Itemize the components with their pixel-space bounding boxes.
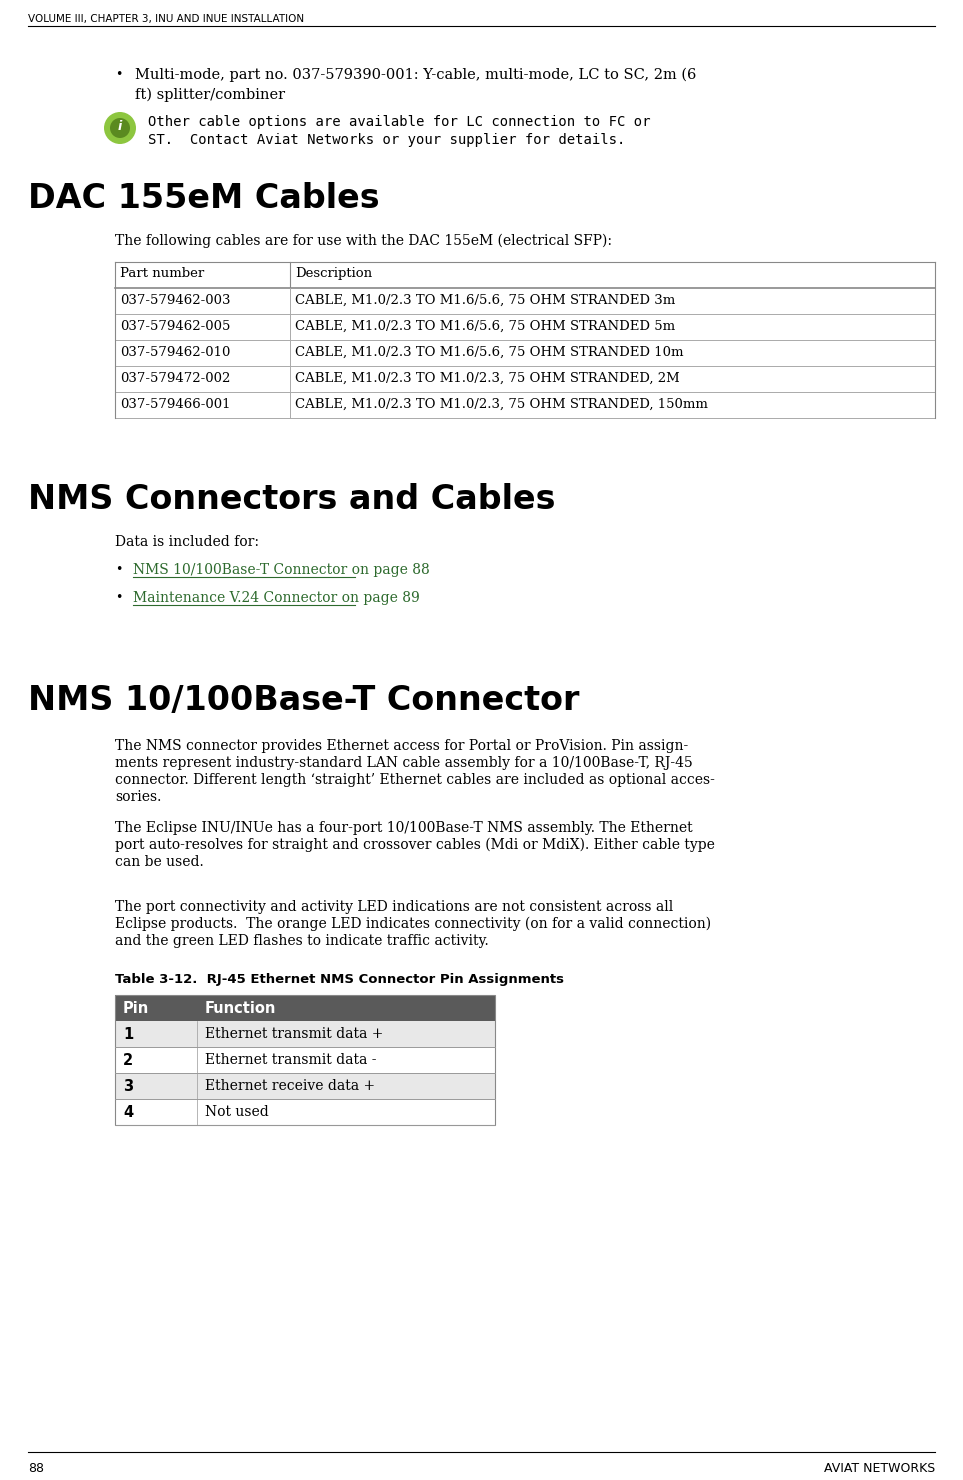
Text: NMS Connectors and Cables: NMS Connectors and Cables (28, 482, 556, 517)
Text: Ethernet transmit data +: Ethernet transmit data + (205, 1027, 383, 1040)
Text: Ethernet receive data +: Ethernet receive data + (205, 1079, 376, 1094)
Text: NMS 10/100Base-T Connector on page 88: NMS 10/100Base-T Connector on page 88 (133, 562, 429, 577)
Text: Data is included for:: Data is included for: (115, 534, 259, 549)
Text: VOLUME III, CHAPTER 3, INU AND INUE INSTALLATION: VOLUME III, CHAPTER 3, INU AND INUE INST… (28, 13, 304, 24)
FancyBboxPatch shape (115, 995, 495, 1021)
FancyBboxPatch shape (115, 1100, 495, 1125)
Text: CABLE, M1.0/2.3 TO M1.6/5.6, 75 OHM STRANDED 3m: CABLE, M1.0/2.3 TO M1.6/5.6, 75 OHM STRA… (295, 295, 675, 306)
Text: AVIAT NETWORKS: AVIAT NETWORKS (823, 1462, 935, 1476)
Text: 037-579472-002: 037-579472-002 (120, 371, 230, 385)
Text: ft) splitter/combiner: ft) splitter/combiner (135, 87, 285, 102)
Text: ments represent industry-standard LAN cable assembly for a 10/100Base-T, RJ-45: ments represent industry-standard LAN ca… (115, 756, 692, 770)
Text: Description: Description (295, 266, 372, 280)
Text: 4: 4 (123, 1106, 133, 1120)
Text: Maintenance V.24 Connector on page 89: Maintenance V.24 Connector on page 89 (133, 591, 420, 605)
Circle shape (104, 112, 136, 144)
Text: 1: 1 (123, 1027, 133, 1042)
Text: CABLE, M1.0/2.3 TO M1.6/5.6, 75 OHM STRANDED 5m: CABLE, M1.0/2.3 TO M1.6/5.6, 75 OHM STRA… (295, 320, 675, 333)
Text: CABLE, M1.0/2.3 TO M1.0/2.3, 75 OHM STRANDED, 2M: CABLE, M1.0/2.3 TO M1.0/2.3, 75 OHM STRA… (295, 371, 680, 385)
Text: port auto-resolves for straight and crossover cables (Mdi or MdiX). Either cable: port auto-resolves for straight and cros… (115, 838, 715, 852)
FancyBboxPatch shape (115, 1073, 495, 1100)
Text: CABLE, M1.0/2.3 TO M1.0/2.3, 75 OHM STRANDED, 150mm: CABLE, M1.0/2.3 TO M1.0/2.3, 75 OHM STRA… (295, 398, 708, 411)
Text: Other cable options are available for LC connection to FC or: Other cable options are available for LC… (148, 115, 650, 129)
Text: i: i (117, 120, 122, 133)
Circle shape (110, 118, 130, 138)
Text: Multi-mode, part no. 037-579390-001: Y-cable, multi-mode, LC to SC, 2m (6: Multi-mode, part no. 037-579390-001: Y-c… (135, 68, 696, 83)
Text: connector. Different length ‘straight’ Ethernet cables are included as optional : connector. Different length ‘straight’ E… (115, 773, 715, 787)
Text: •: • (115, 68, 122, 81)
Text: DAC 155eM Cables: DAC 155eM Cables (28, 182, 379, 215)
FancyBboxPatch shape (115, 1021, 495, 1046)
Text: Not used: Not used (205, 1106, 269, 1119)
Text: Table 3-12.  RJ-45 Ethernet NMS Connector Pin Assignments: Table 3-12. RJ-45 Ethernet NMS Connector… (115, 972, 564, 986)
Text: Ethernet transmit data -: Ethernet transmit data - (205, 1052, 377, 1067)
Text: 88: 88 (28, 1462, 44, 1476)
Text: and the green LED flashes to indicate traffic activity.: and the green LED flashes to indicate tr… (115, 934, 489, 949)
Text: CABLE, M1.0/2.3 TO M1.6/5.6, 75 OHM STRANDED 10m: CABLE, M1.0/2.3 TO M1.6/5.6, 75 OHM STRA… (295, 346, 684, 360)
Text: 037-579462-005: 037-579462-005 (120, 320, 230, 333)
Text: The NMS connector provides Ethernet access for Portal or ProVision. Pin assign-: The NMS connector provides Ethernet acce… (115, 739, 689, 753)
FancyBboxPatch shape (115, 1046, 495, 1073)
Text: The Eclipse INU/INUe has a four-port 10/100Base-T NMS assembly. The Ethernet: The Eclipse INU/INUe has a four-port 10/… (115, 821, 692, 835)
Text: Eclipse products.  The orange LED indicates connectivity (on for a valid connect: Eclipse products. The orange LED indicat… (115, 918, 711, 931)
Text: The port connectivity and activity LED indications are not consistent across all: The port connectivity and activity LED i… (115, 900, 673, 915)
Text: 037-579466-001: 037-579466-001 (120, 398, 230, 411)
Text: 2: 2 (123, 1052, 133, 1069)
Text: Function: Function (205, 1000, 276, 1015)
Text: sories.: sories. (115, 790, 162, 804)
Text: •: • (115, 591, 122, 604)
Text: Part number: Part number (120, 266, 204, 280)
Text: Pin: Pin (123, 1000, 149, 1015)
Text: NMS 10/100Base-T Connector: NMS 10/100Base-T Connector (28, 684, 580, 716)
Text: can be used.: can be used. (115, 855, 204, 869)
Text: •: • (115, 562, 122, 576)
Text: ST.  Contact Aviat Networks or your supplier for details.: ST. Contact Aviat Networks or your suppl… (148, 133, 625, 147)
Text: 3: 3 (123, 1079, 133, 1094)
Text: 037-579462-010: 037-579462-010 (120, 346, 230, 360)
Text: The following cables are for use with the DAC 155eM (electrical SFP):: The following cables are for use with th… (115, 234, 612, 249)
Text: 037-579462-003: 037-579462-003 (120, 295, 230, 306)
